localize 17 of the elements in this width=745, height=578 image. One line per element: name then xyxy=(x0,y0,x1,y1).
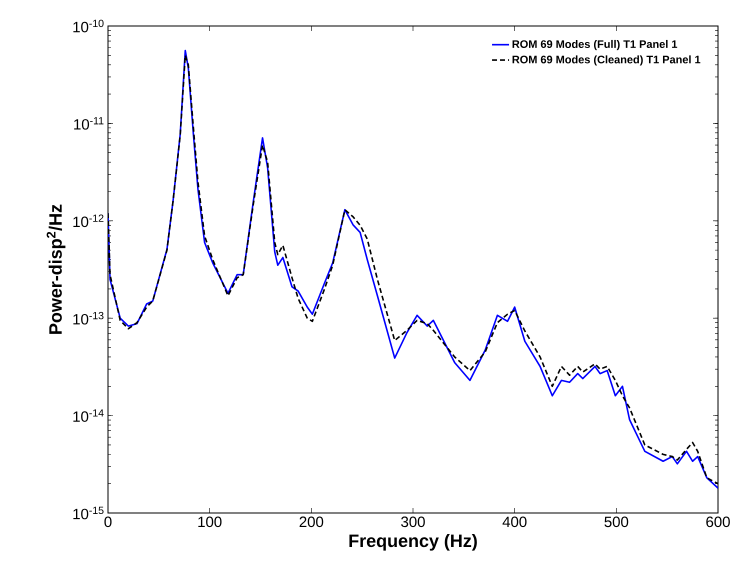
x-tick-label: 500 xyxy=(604,516,628,528)
legend-label: ROM 69 Modes (Cleaned) T1 Panel 1 xyxy=(512,55,700,66)
x-tick-label: 400 xyxy=(502,516,527,528)
x-tick-label: 600 xyxy=(706,516,730,528)
x-tick-label: 0 xyxy=(104,516,112,528)
y-tick-label: 10$^{-11}$ xyxy=(74,117,104,130)
y-tick-label: 10$^{-14}$ xyxy=(73,409,104,422)
y-tick-label: 10$^{-15}$ xyxy=(73,506,104,520)
legend-label: ROM 69 Modes (Full) T1 Panel 1 xyxy=(512,40,678,50)
x-tick-label: 300 xyxy=(401,516,425,528)
y-tick-label: 10$^{-12}$ xyxy=(73,214,104,228)
y-tick-label: 10$^{-10}$ xyxy=(73,20,104,32)
x-tick-label: 200 xyxy=(300,516,324,528)
x-axis-title: Frequency (Hz) xyxy=(349,534,477,551)
x-tick-label: 100 xyxy=(198,516,222,528)
y-tick-label: 10$^{-13}$ xyxy=(73,312,104,325)
y-axis-title: Power-disp$^{2}$/Hz xyxy=(46,204,66,334)
